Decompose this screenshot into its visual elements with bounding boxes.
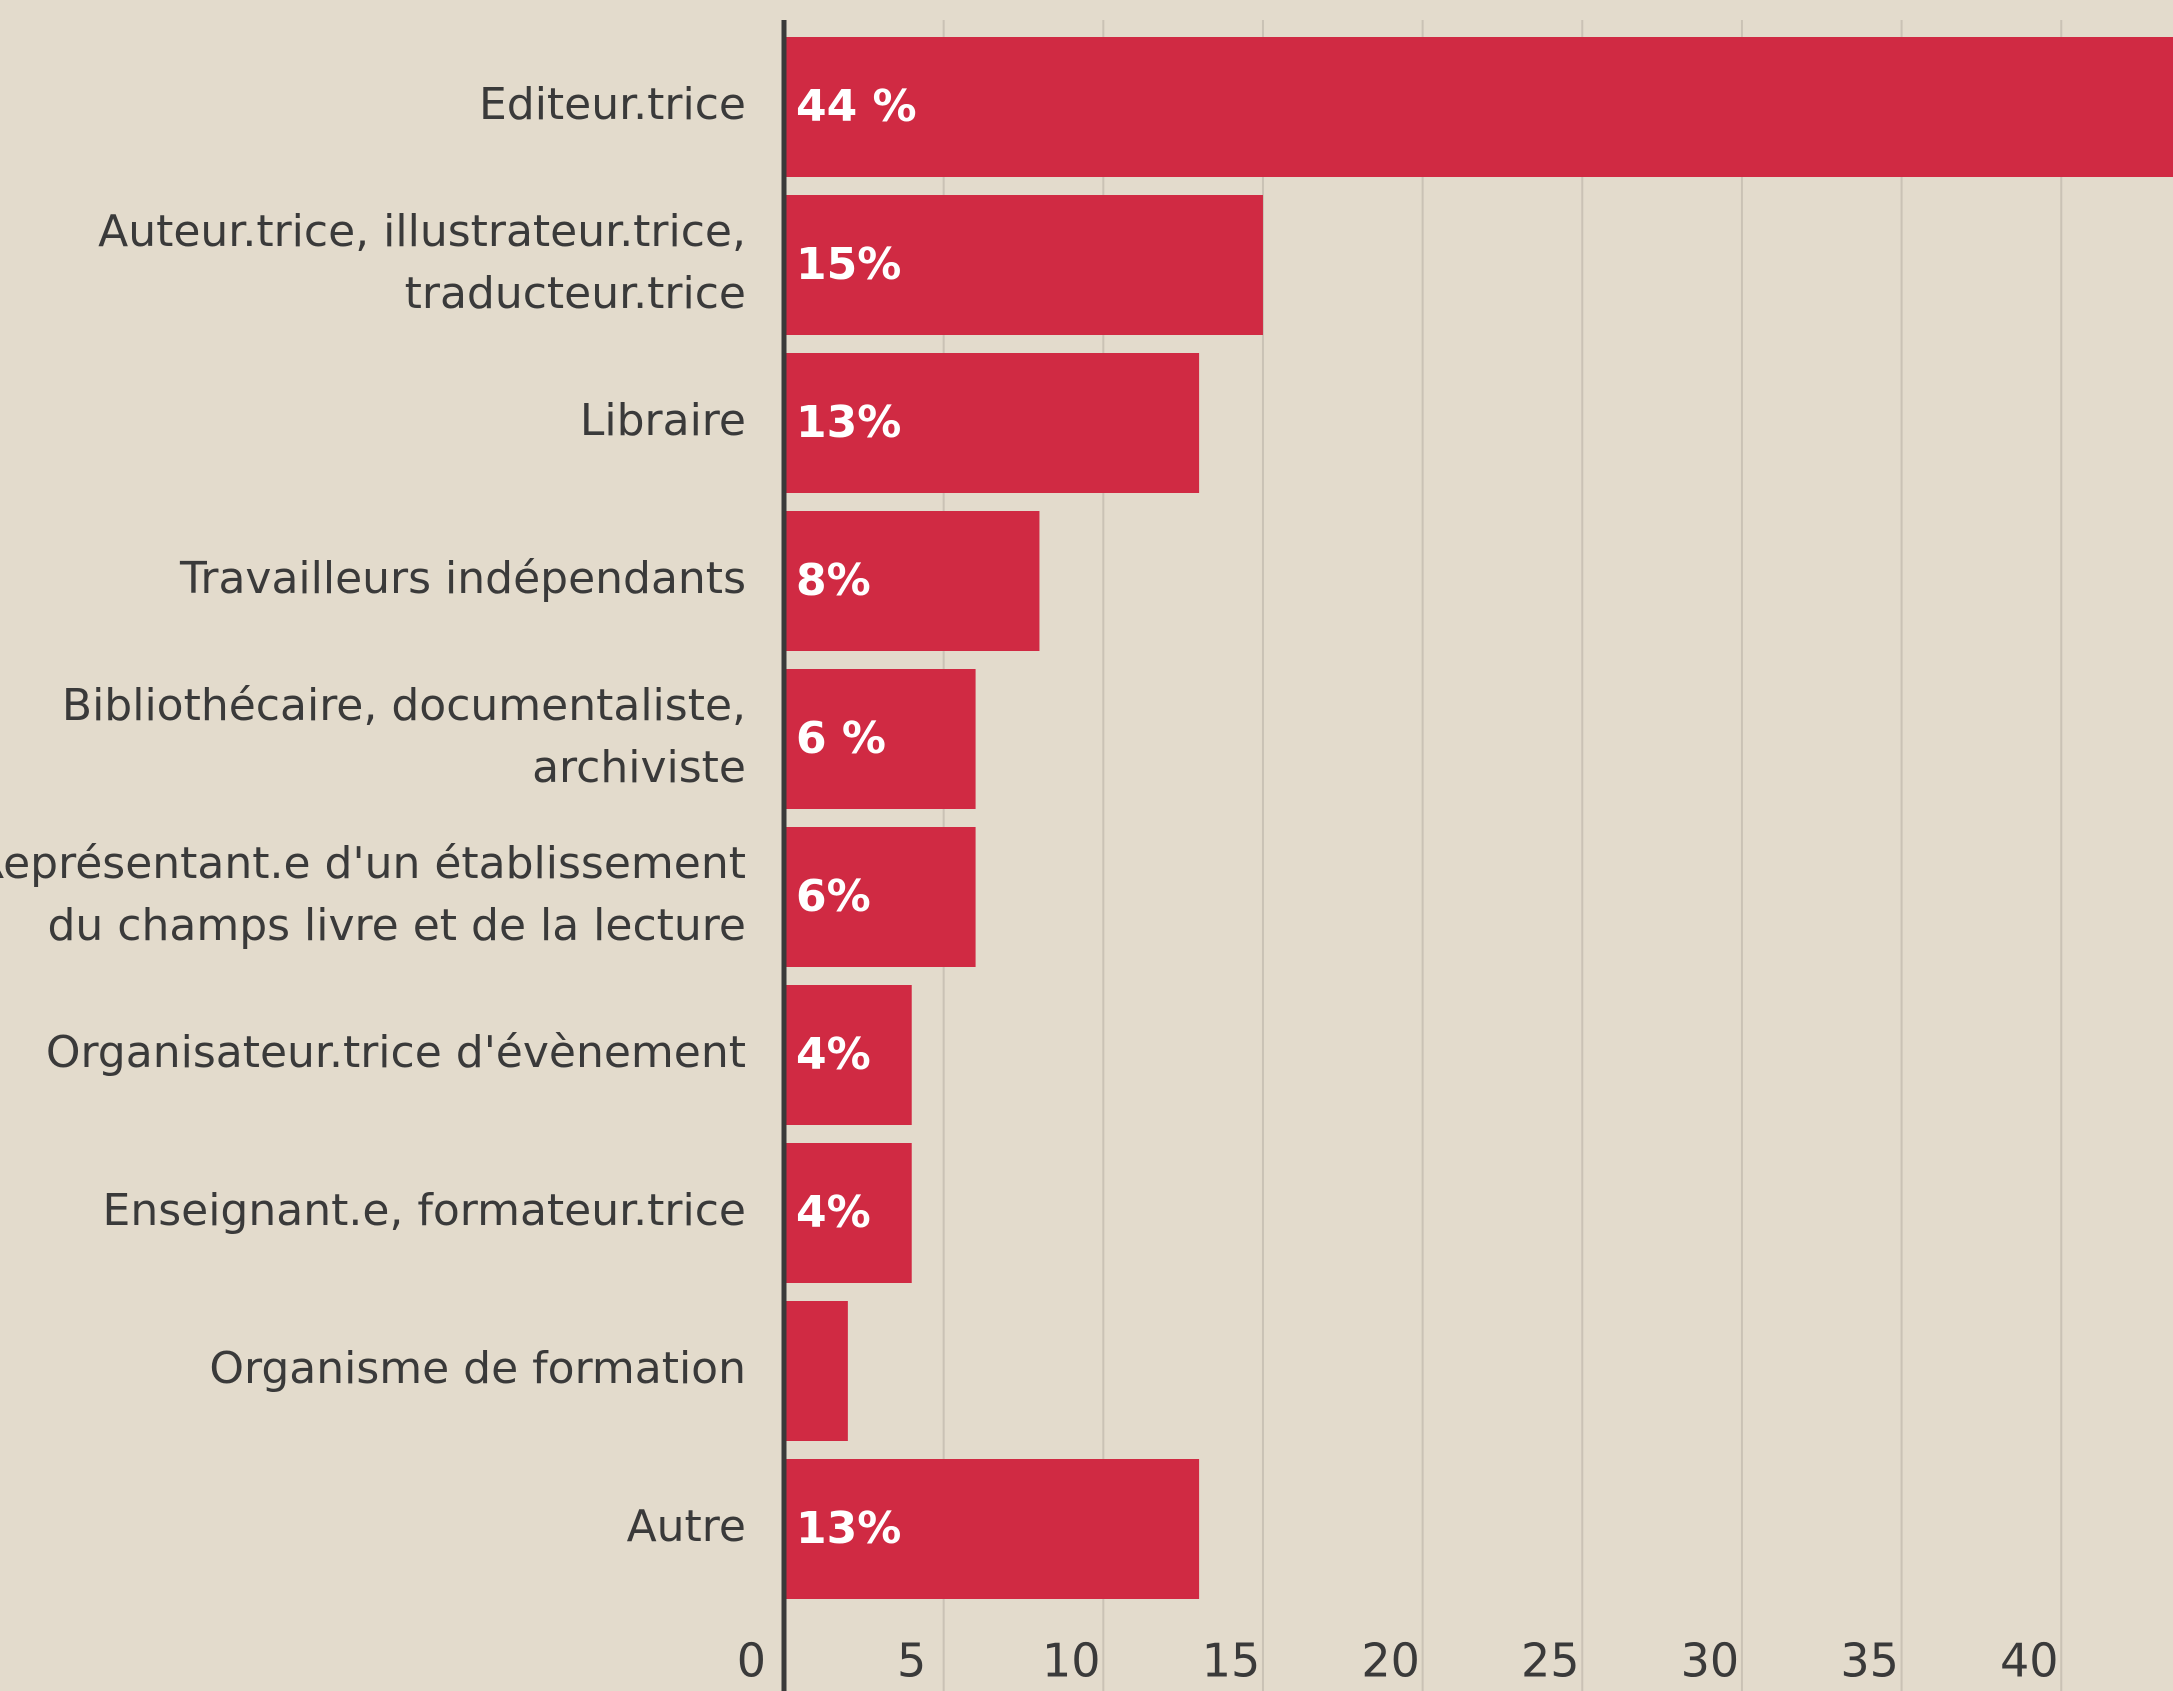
value-label: 15% — [796, 239, 901, 290]
value-label: 6% — [796, 871, 871, 922]
y-tick-label: Autre — [627, 1501, 746, 1552]
y-tick-label: Bibliothécaire, documentaliste, archivist… — [62, 680, 746, 793]
x-tick-label: 40 — [2000, 1634, 2059, 1688]
value-label: 13% — [796, 1503, 901, 1554]
bar — [784, 1143, 912, 1283]
x-tick-label: 10 — [1042, 1634, 1101, 1688]
bar — [784, 195, 1263, 335]
y-tick-label: Travailleurs indépendants — [179, 553, 746, 604]
x-tick-label: 35 — [1840, 1634, 1899, 1688]
y-tick-label: Auteur.trice, illustrateur.trice, traduct… — [98, 206, 746, 319]
bar — [784, 1301, 848, 1441]
bar — [784, 827, 976, 967]
bar — [784, 511, 1040, 651]
value-label: 4% — [796, 1187, 871, 1238]
value-label: 44 % — [796, 81, 917, 132]
y-tick-label: Editeur.trice — [479, 79, 746, 130]
y-tick-label: Enseignant.e, formateur.trice — [103, 1185, 746, 1236]
value-label: 8% — [796, 555, 871, 606]
bar — [784, 1459, 1200, 1599]
y-tick-label: Organisateur.trice d'évènement — [46, 1027, 746, 1078]
x-tick-label: 15 — [1202, 1634, 1261, 1688]
value-label: 4% — [796, 1029, 871, 1080]
bar — [784, 669, 976, 809]
value-label: 13% — [796, 397, 901, 448]
y-tick-label: Libraire — [580, 395, 746, 446]
x-tick-label: 30 — [1681, 1634, 1740, 1688]
bar — [784, 37, 2173, 177]
x-tick-label: 5 — [897, 1634, 926, 1688]
y-tick-label: Organisme de formation — [209, 1343, 746, 1394]
bar — [784, 985, 912, 1125]
bar — [784, 353, 1200, 493]
x-tick-label: 25 — [1521, 1634, 1580, 1688]
y-tick-label: Représentant.e d'un établissement du cham… — [0, 838, 746, 951]
x-tick-label: 0 — [737, 1634, 766, 1688]
x-tick-label: 20 — [1361, 1634, 1420, 1688]
value-label: 6 % — [796, 713, 886, 764]
